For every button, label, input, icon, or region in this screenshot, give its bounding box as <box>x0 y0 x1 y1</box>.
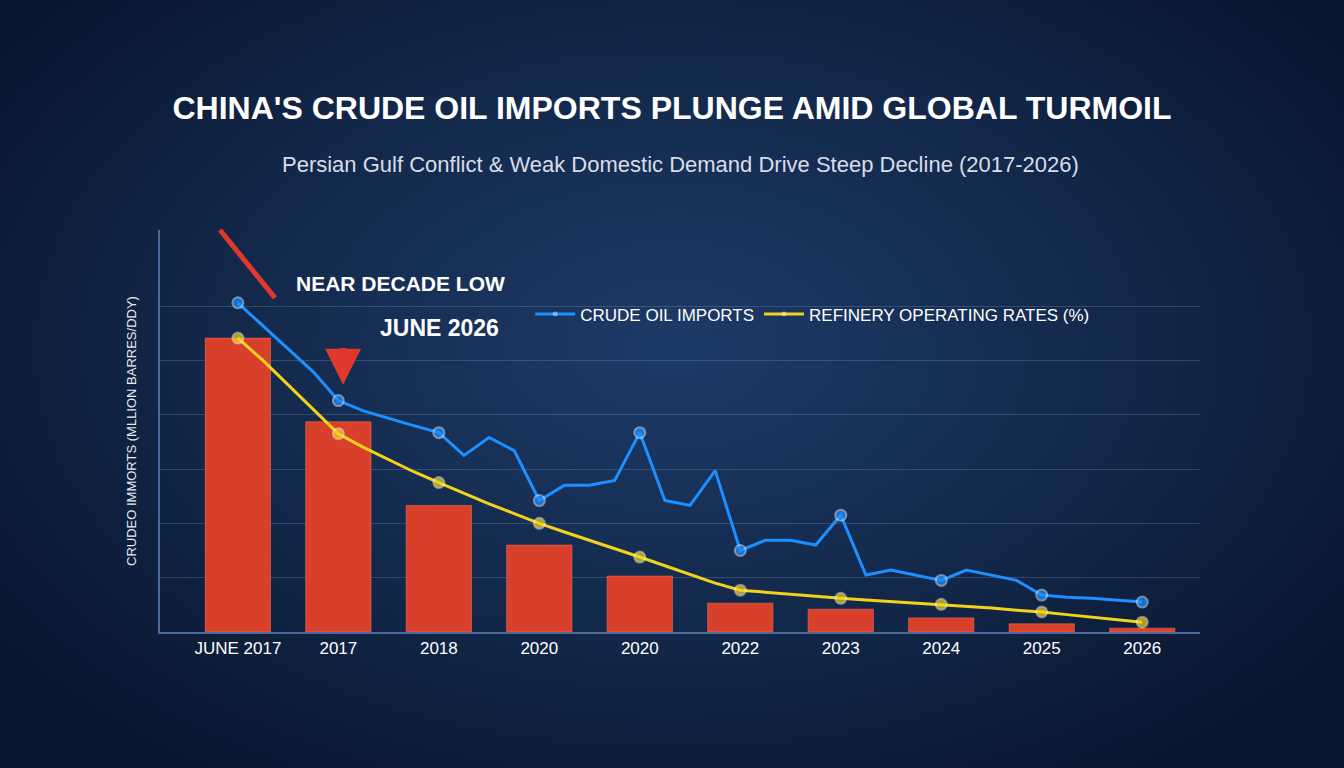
svg-text:REFINERY OPERATING RATES (%): REFINERY OPERATING RATES (%) <box>809 306 1089 325</box>
svg-text:2024: 2024 <box>922 639 960 658</box>
svg-text:2020: 2020 <box>621 639 659 658</box>
svg-text:CHINA'S CRUDE OIL IMPORTS PLUN: CHINA'S CRUDE OIL IMPORTS PLUNGE AMID GL… <box>172 90 1171 126</box>
svg-text:CRUDEO IMMORTS (MLLION BARRES/: CRUDEO IMMORTS (MLLION BARRES/DDY) <box>124 296 139 566</box>
svg-text:2017: 2017 <box>319 639 357 658</box>
svg-text:2026: 2026 <box>1123 639 1161 658</box>
svg-text:Persian Gulf Conflict & Weak D: Persian Gulf Conflict & Weak Domestic De… <box>282 152 1079 177</box>
svg-text:JUNE 2026: JUNE 2026 <box>380 315 499 341</box>
svg-text:2018: 2018 <box>420 639 458 658</box>
svg-text:2025: 2025 <box>1023 639 1061 658</box>
svg-text:2020: 2020 <box>520 639 558 658</box>
svg-text:JUNE 2017: JUNE 2017 <box>194 639 281 658</box>
svg-text:NEAR DECADE LOW: NEAR DECADE LOW <box>296 272 505 295</box>
svg-text:2023: 2023 <box>822 639 860 658</box>
svg-text:CRUDE OIL IMPORTS: CRUDE OIL IMPORTS <box>580 306 754 325</box>
svg-text:2022: 2022 <box>721 639 759 658</box>
